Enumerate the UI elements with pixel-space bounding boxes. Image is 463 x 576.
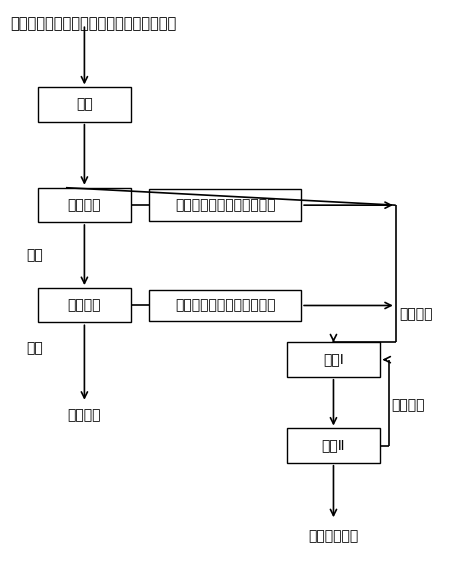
Bar [149, 190, 300, 221]
Text: 底流: 底流 [27, 248, 44, 262]
Text: 泡沫（主要是粉末载金炭）: 泡沫（主要是粉末载金炭） [175, 198, 275, 212]
Text: 精选Ⅰ: 精选Ⅰ [322, 353, 343, 367]
Text: 泡沫（主要是粉末载金炭）: 泡沫（主要是粉末载金炭） [175, 298, 275, 313]
Bar [149, 290, 300, 321]
Text: 最终尾矿: 最终尾矿 [68, 408, 101, 422]
Bar [287, 429, 379, 463]
Text: 精选Ⅱ: 精选Ⅱ [321, 439, 344, 453]
Text: 调浆: 调浆 [76, 97, 93, 112]
Bar [38, 188, 130, 222]
Text: 炭浸法工艺提金后的尾矿（一定磨矿细度）: 炭浸法工艺提金后的尾矿（一定磨矿细度） [11, 16, 176, 31]
Text: 中矿返回: 中矿返回 [398, 307, 432, 321]
Bar [287, 343, 379, 377]
Text: 浮炭扫选: 浮炭扫选 [68, 298, 101, 312]
Text: 载金炭粗精矿: 载金炭粗精矿 [308, 529, 358, 543]
Bar [38, 88, 130, 122]
Text: 浮炭粗选: 浮炭粗选 [68, 198, 101, 212]
Bar [38, 288, 130, 323]
Text: 底流: 底流 [27, 341, 44, 355]
Text: 中矿返回: 中矿返回 [390, 399, 424, 412]
